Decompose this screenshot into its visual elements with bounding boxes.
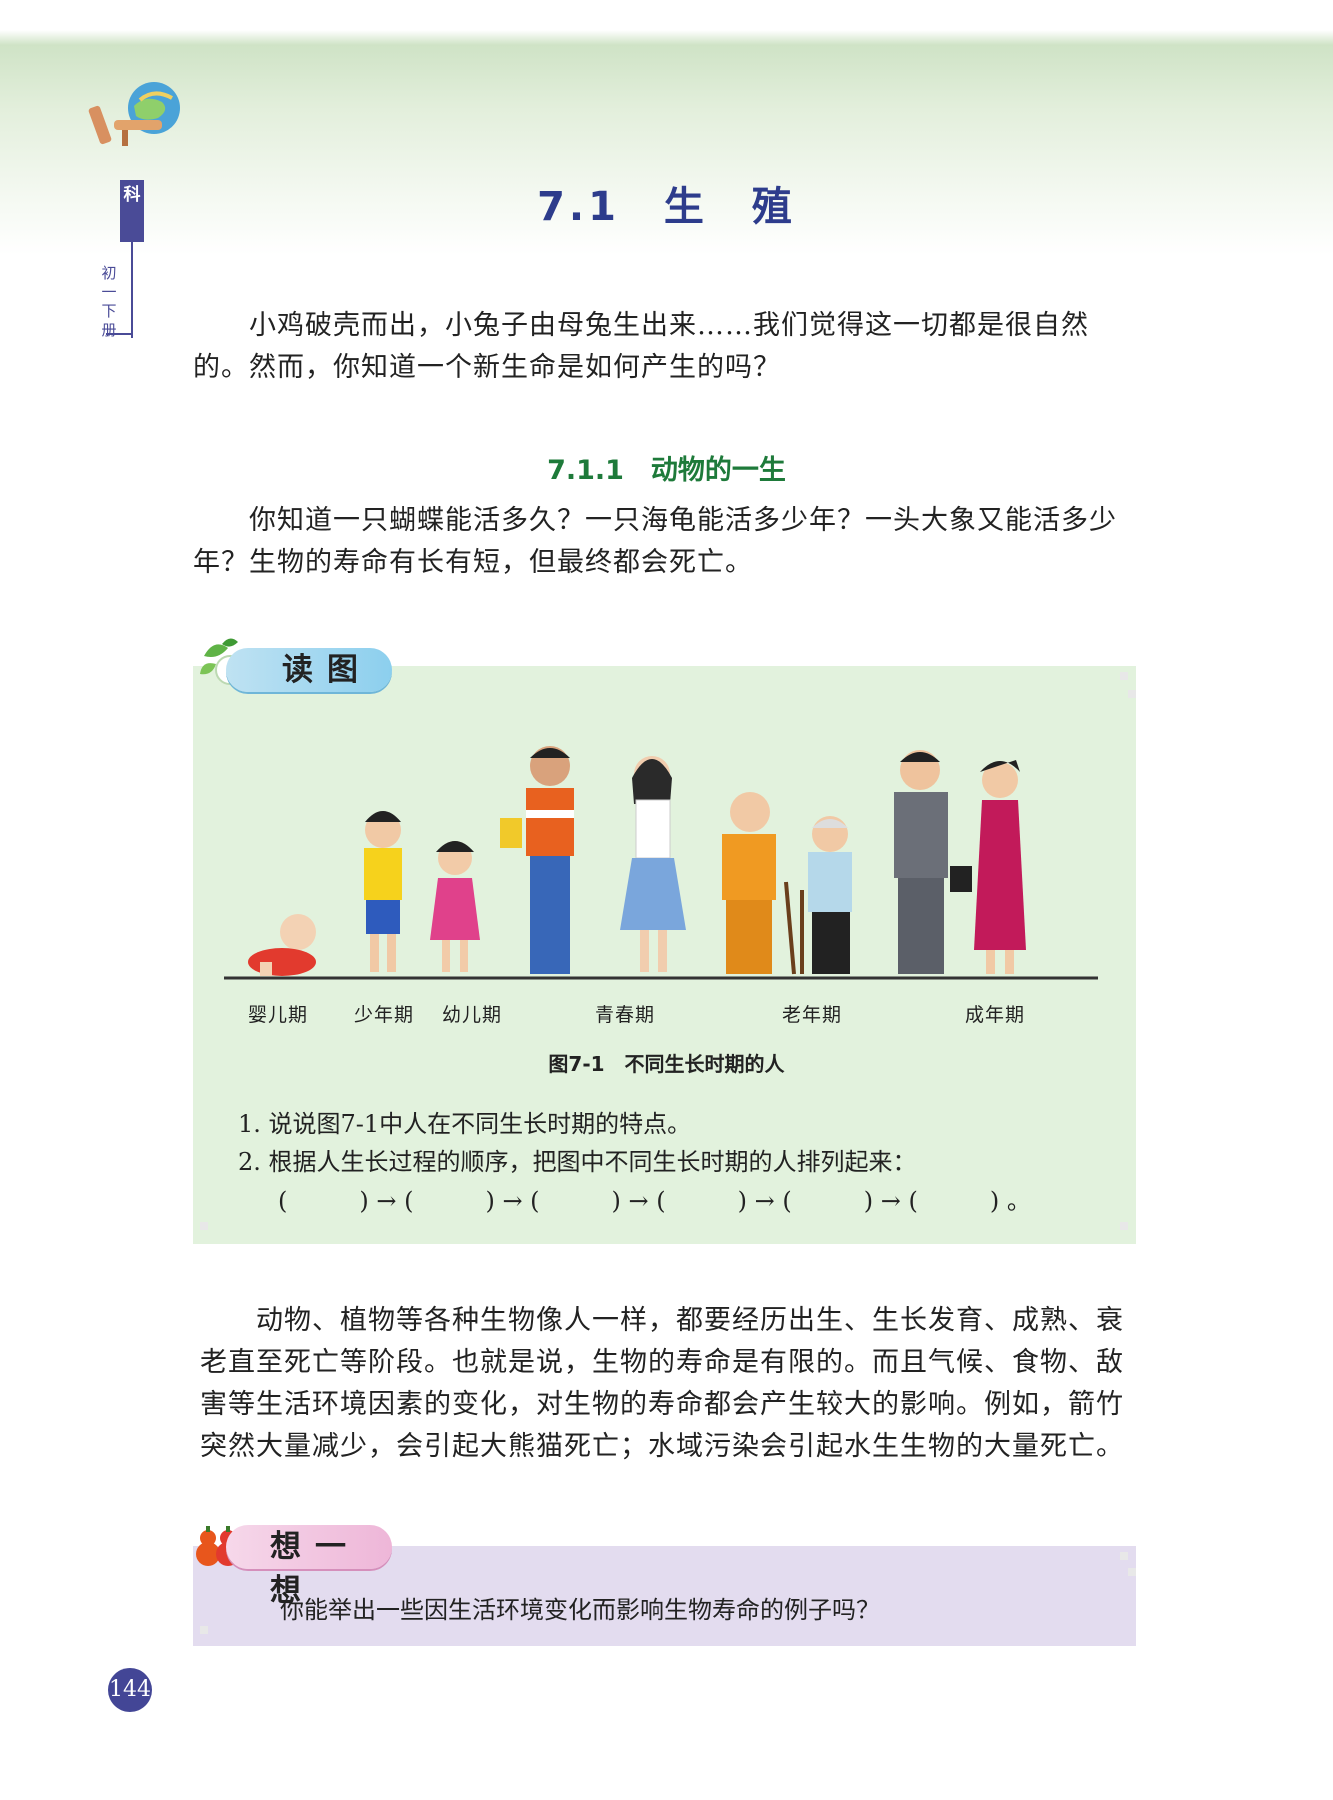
chapter-title: 7.1 生 殖 — [537, 184, 796, 230]
body-line-2: 老直至死亡等阶段。也就是说，生物的寿命是有限的。而且气候、食物、敌 — [200, 1347, 1124, 1378]
page-number: 144 — [108, 1668, 152, 1712]
woman-figure — [974, 760, 1026, 974]
side-tab-foot — [106, 333, 132, 335]
ordering-blanks: ( ) → ( ) → ( ) → ( ) → ( ) → ( ) 。 — [278, 1187, 1031, 1215]
decor-pixel — [1128, 1568, 1136, 1576]
think-tag: 想一想 — [226, 1525, 392, 1609]
decor-pixel — [1128, 690, 1136, 698]
decor-pixel — [1120, 672, 1128, 680]
stage-label-adolescence: 青春期 — [595, 1004, 656, 1026]
decor-pixel — [200, 1222, 208, 1230]
intro-line-2: 的。然而，你知道一个新生命是如何产生的吗？ — [193, 352, 781, 383]
section-title: 7.1.1 动物的一生 — [547, 455, 786, 486]
body-paragraph: 动物、植物等各种生物像人一样，都要经历出生、生长发育、成熟、衰 老直至死亡等阶段… — [200, 1300, 1160, 1468]
decor-pixel — [200, 1626, 208, 1634]
stage-label-toddler: 幼儿期 — [442, 1004, 503, 1026]
intro-paragraph: 小鸡破壳而出，小兔子由母兔生出来……我们觉得这一切都是很自然 的。然而，你知道一… — [193, 305, 1153, 389]
stage-label-youth: 少年期 — [354, 1004, 415, 1026]
question-2: 2. 根据人生长过程的顺序，把图中不同生长时期的人排列起来： — [238, 1148, 917, 1176]
body-line-4: 突然大量减少，会引起大熊猫死亡；水域污染会引起水生生物的大量死亡。 — [200, 1431, 1124, 1462]
header-band — [0, 0, 1333, 260]
subject-tab: 科 — [120, 180, 144, 242]
body-line-3: 害等生活环境因素的变化，对生物的寿命都会产生较大的影响。例如，箭竹 — [200, 1389, 1124, 1420]
decor-pixel — [1120, 1552, 1128, 1560]
section-line-1: 你知道一只蝴蝶能活多久？一只海龟能活多少年？一头大象又能活多少 — [249, 505, 1117, 536]
stage-label-old-age: 老年期 — [782, 1004, 843, 1026]
section-line-2: 年？生物的寿命有长有短，但最终都会死亡。 — [193, 547, 753, 578]
section-paragraph: 你知道一只蝴蝶能活多久？一只海龟能活多少年？一头大象又能活多少 年？生物的寿命有… — [193, 500, 1153, 584]
teen-girl-figure — [620, 756, 686, 972]
think-question: 你能举出一些因生活环境变化而影响生物寿命的例子吗？ — [280, 1596, 880, 1624]
boy-figure — [364, 811, 402, 972]
man-figure — [894, 750, 972, 974]
stage-label-infant: 婴儿期 — [248, 1004, 309, 1026]
question-1: 1. 说说图7-1中人在不同生长时期的特点。 — [238, 1110, 692, 1138]
old-woman-figure — [800, 816, 852, 974]
toddler-girl-figure — [430, 841, 480, 972]
decor-pixel — [1120, 1222, 1128, 1230]
read-figure-tag: 读图 — [226, 648, 392, 692]
globe-airplane-icon — [88, 82, 180, 146]
figure-caption: 图7-1 不同生长时期的人 — [548, 1052, 785, 1076]
intro-line-1: 小鸡破壳而出，小兔子由母兔生出来……我们觉得这一切都是很自然 — [249, 310, 1089, 341]
body-line-1: 动物、植物等各种生物像人一样，都要经历出生、生长发育、成熟、衰 — [256, 1305, 1124, 1336]
teen-boy-figure — [500, 746, 574, 974]
grade-label: 初一下册 — [101, 264, 117, 339]
side-tab-rule — [131, 242, 133, 338]
old-man-figure — [722, 792, 796, 975]
growth-stages-illustration — [224, 746, 1098, 980]
baby-figure — [248, 914, 316, 976]
stage-label-adulthood: 成年期 — [965, 1004, 1026, 1026]
